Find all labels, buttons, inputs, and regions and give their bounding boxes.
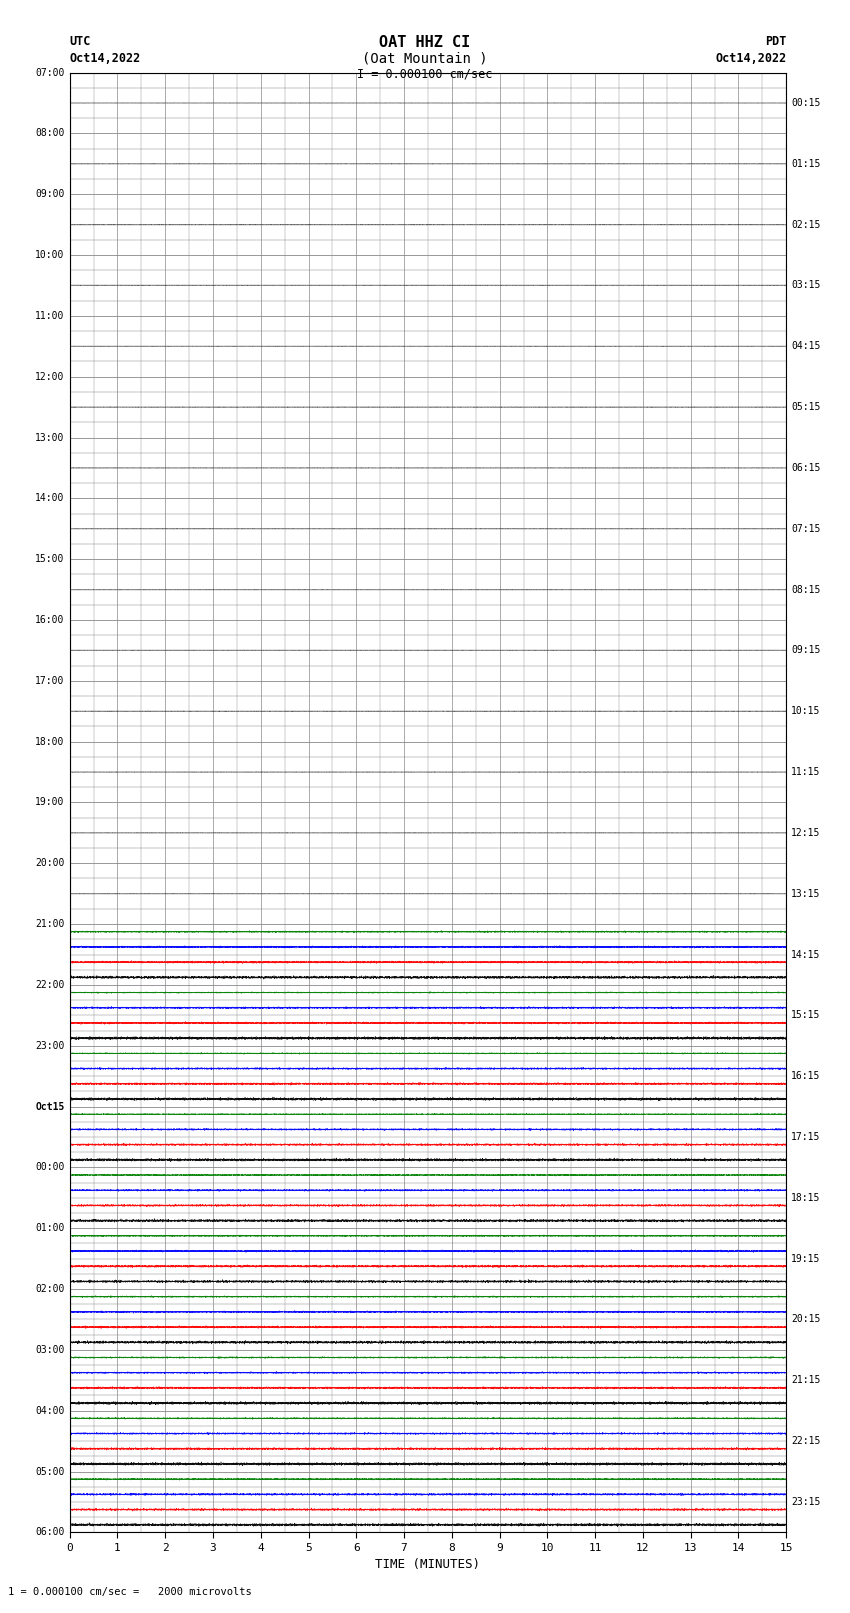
Text: 03:15: 03:15 bbox=[791, 281, 820, 290]
Text: Oct14,2022: Oct14,2022 bbox=[715, 52, 786, 65]
Text: 21:15: 21:15 bbox=[791, 1376, 820, 1386]
Text: 18:15: 18:15 bbox=[791, 1194, 820, 1203]
Text: 1 = 0.000100 cm/sec =   2000 microvolts: 1 = 0.000100 cm/sec = 2000 microvolts bbox=[8, 1587, 252, 1597]
Text: 11:15: 11:15 bbox=[791, 768, 820, 777]
Text: Oct14,2022: Oct14,2022 bbox=[70, 52, 141, 65]
Text: 08:15: 08:15 bbox=[791, 584, 820, 595]
Text: I = 0.000100 cm/sec: I = 0.000100 cm/sec bbox=[357, 68, 493, 81]
Text: UTC: UTC bbox=[70, 35, 91, 48]
Text: 00:15: 00:15 bbox=[791, 98, 820, 108]
Text: 06:00: 06:00 bbox=[36, 1528, 65, 1537]
Text: 07:15: 07:15 bbox=[791, 524, 820, 534]
X-axis label: TIME (MINUTES): TIME (MINUTES) bbox=[376, 1558, 480, 1571]
Text: 14:15: 14:15 bbox=[791, 950, 820, 960]
Text: 20:00: 20:00 bbox=[36, 858, 65, 868]
Text: 23:00: 23:00 bbox=[36, 1040, 65, 1050]
Text: 02:15: 02:15 bbox=[791, 219, 820, 229]
Text: 04:00: 04:00 bbox=[36, 1405, 65, 1416]
Text: 15:15: 15:15 bbox=[791, 1010, 820, 1021]
Text: 13:15: 13:15 bbox=[791, 889, 820, 898]
Text: 10:15: 10:15 bbox=[791, 706, 820, 716]
Text: 17:15: 17:15 bbox=[791, 1132, 820, 1142]
Text: 09:15: 09:15 bbox=[791, 645, 820, 655]
Text: 11:00: 11:00 bbox=[36, 311, 65, 321]
Text: 22:00: 22:00 bbox=[36, 981, 65, 990]
Text: 08:00: 08:00 bbox=[36, 129, 65, 139]
Text: 17:00: 17:00 bbox=[36, 676, 65, 686]
Text: 19:00: 19:00 bbox=[36, 797, 65, 808]
Text: 19:15: 19:15 bbox=[791, 1253, 820, 1263]
Text: 01:15: 01:15 bbox=[791, 158, 820, 169]
Text: 12:15: 12:15 bbox=[791, 827, 820, 837]
Text: 02:00: 02:00 bbox=[36, 1284, 65, 1294]
Text: 09:00: 09:00 bbox=[36, 189, 65, 200]
Text: 07:00: 07:00 bbox=[36, 68, 65, 77]
Text: 05:00: 05:00 bbox=[36, 1466, 65, 1476]
Text: 15:00: 15:00 bbox=[36, 555, 65, 565]
Text: 16:00: 16:00 bbox=[36, 615, 65, 624]
Text: 04:15: 04:15 bbox=[791, 342, 820, 352]
Text: 06:15: 06:15 bbox=[791, 463, 820, 473]
Text: 05:15: 05:15 bbox=[791, 402, 820, 411]
Text: 21:00: 21:00 bbox=[36, 919, 65, 929]
Text: 20:15: 20:15 bbox=[791, 1315, 820, 1324]
Text: PDT: PDT bbox=[765, 35, 786, 48]
Text: 13:00: 13:00 bbox=[36, 432, 65, 442]
Text: 22:15: 22:15 bbox=[791, 1436, 820, 1447]
Text: 03:00: 03:00 bbox=[36, 1345, 65, 1355]
Text: 00:00: 00:00 bbox=[36, 1163, 65, 1173]
Text: 12:00: 12:00 bbox=[36, 371, 65, 382]
Text: 01:00: 01:00 bbox=[36, 1223, 65, 1234]
Text: OAT HHZ CI: OAT HHZ CI bbox=[379, 35, 471, 50]
Text: 14:00: 14:00 bbox=[36, 494, 65, 503]
Text: Oct15: Oct15 bbox=[36, 1102, 65, 1111]
Text: 16:15: 16:15 bbox=[791, 1071, 820, 1081]
Text: 10:00: 10:00 bbox=[36, 250, 65, 260]
Text: 18:00: 18:00 bbox=[36, 737, 65, 747]
Text: 23:15: 23:15 bbox=[791, 1497, 820, 1507]
Text: (Oat Mountain ): (Oat Mountain ) bbox=[362, 52, 488, 66]
